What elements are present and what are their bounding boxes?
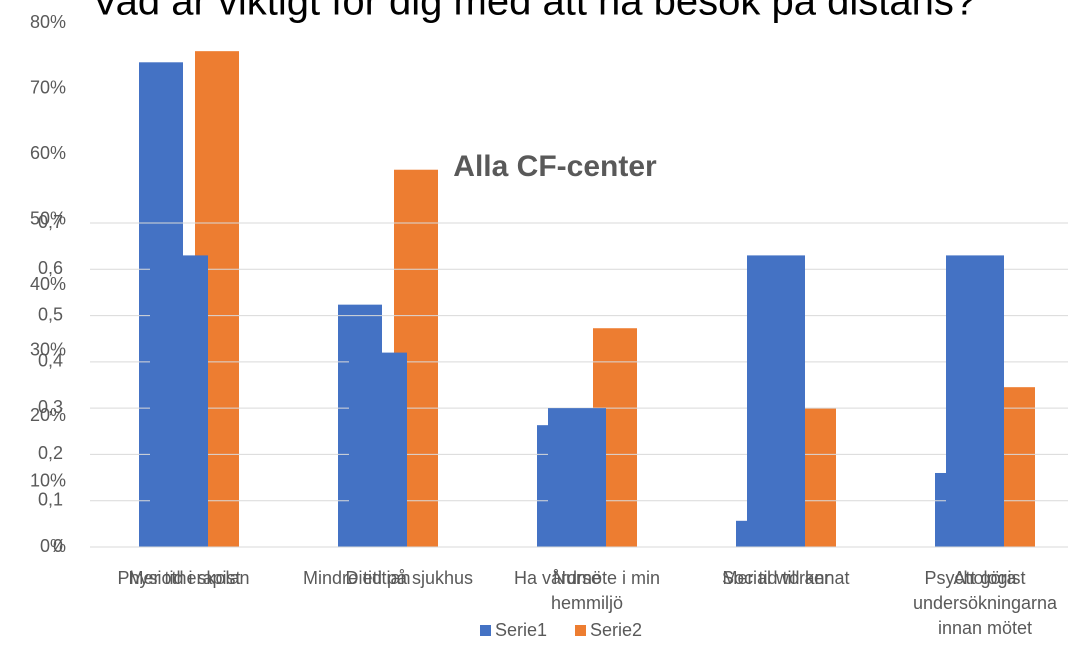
bar [946, 255, 1004, 547]
x-tick-label: Dietitian [345, 568, 411, 588]
y-tick-label: 0,2 [38, 443, 63, 463]
x-tick-label: Ha vårdmöte i min hemmiljö [513, 568, 661, 613]
y-tick-label: 40% [30, 274, 66, 294]
x-tick-label: Social worker [721, 568, 831, 588]
legend-item: Serie1 [480, 620, 547, 641]
chart-title: Alla CF-center [453, 150, 657, 183]
x-tick-label: Physiotherapist [117, 568, 241, 588]
bar [349, 352, 407, 547]
legend-label: Serie1 [495, 620, 548, 640]
y-tick-label: 0,6 [38, 258, 63, 278]
y-tick-label: 0 [53, 536, 63, 556]
y-tick-label: 20% [30, 405, 66, 425]
chart-title: Vad är viktigt för dig med att ha besök … [92, 0, 976, 24]
x-tick-label: Nurse [552, 568, 601, 588]
y-tick-label: 0,7 [38, 212, 63, 232]
bar [548, 408, 606, 547]
y-tick-label: 70% [30, 77, 66, 97]
legend-swatch [575, 625, 586, 636]
y-tick-label: 10% [30, 470, 66, 490]
y-tick-label: 50% [30, 208, 66, 228]
legend-swatch [480, 625, 491, 636]
y-tick-label: 0,5 [38, 304, 63, 324]
legend-item: Serie2 [575, 620, 642, 641]
y-tick-label: 0,4 [38, 351, 63, 371]
x-tick-label: Att göra undersökningarna innan mötet [912, 568, 1058, 638]
x-tick-label: Psychologist [924, 568, 1026, 588]
legend-label: Serie2 [590, 620, 643, 640]
y-tick-label: 30% [30, 339, 66, 359]
x-tick-label: Mindre tid på sjukhus [302, 568, 474, 588]
y-tick-label: 60% [30, 143, 66, 163]
x-tick-label: Mer tid i skolan [128, 568, 250, 588]
y-tick-label: 0,3 [38, 397, 63, 417]
y-tick-label: 0,1 [38, 489, 63, 509]
bar [747, 255, 805, 547]
bar [150, 255, 208, 547]
y-tick-label: 0% [40, 536, 66, 556]
x-tick-label: Mer tid till annat [722, 568, 850, 588]
y-tick-label: 80% [30, 12, 66, 32]
